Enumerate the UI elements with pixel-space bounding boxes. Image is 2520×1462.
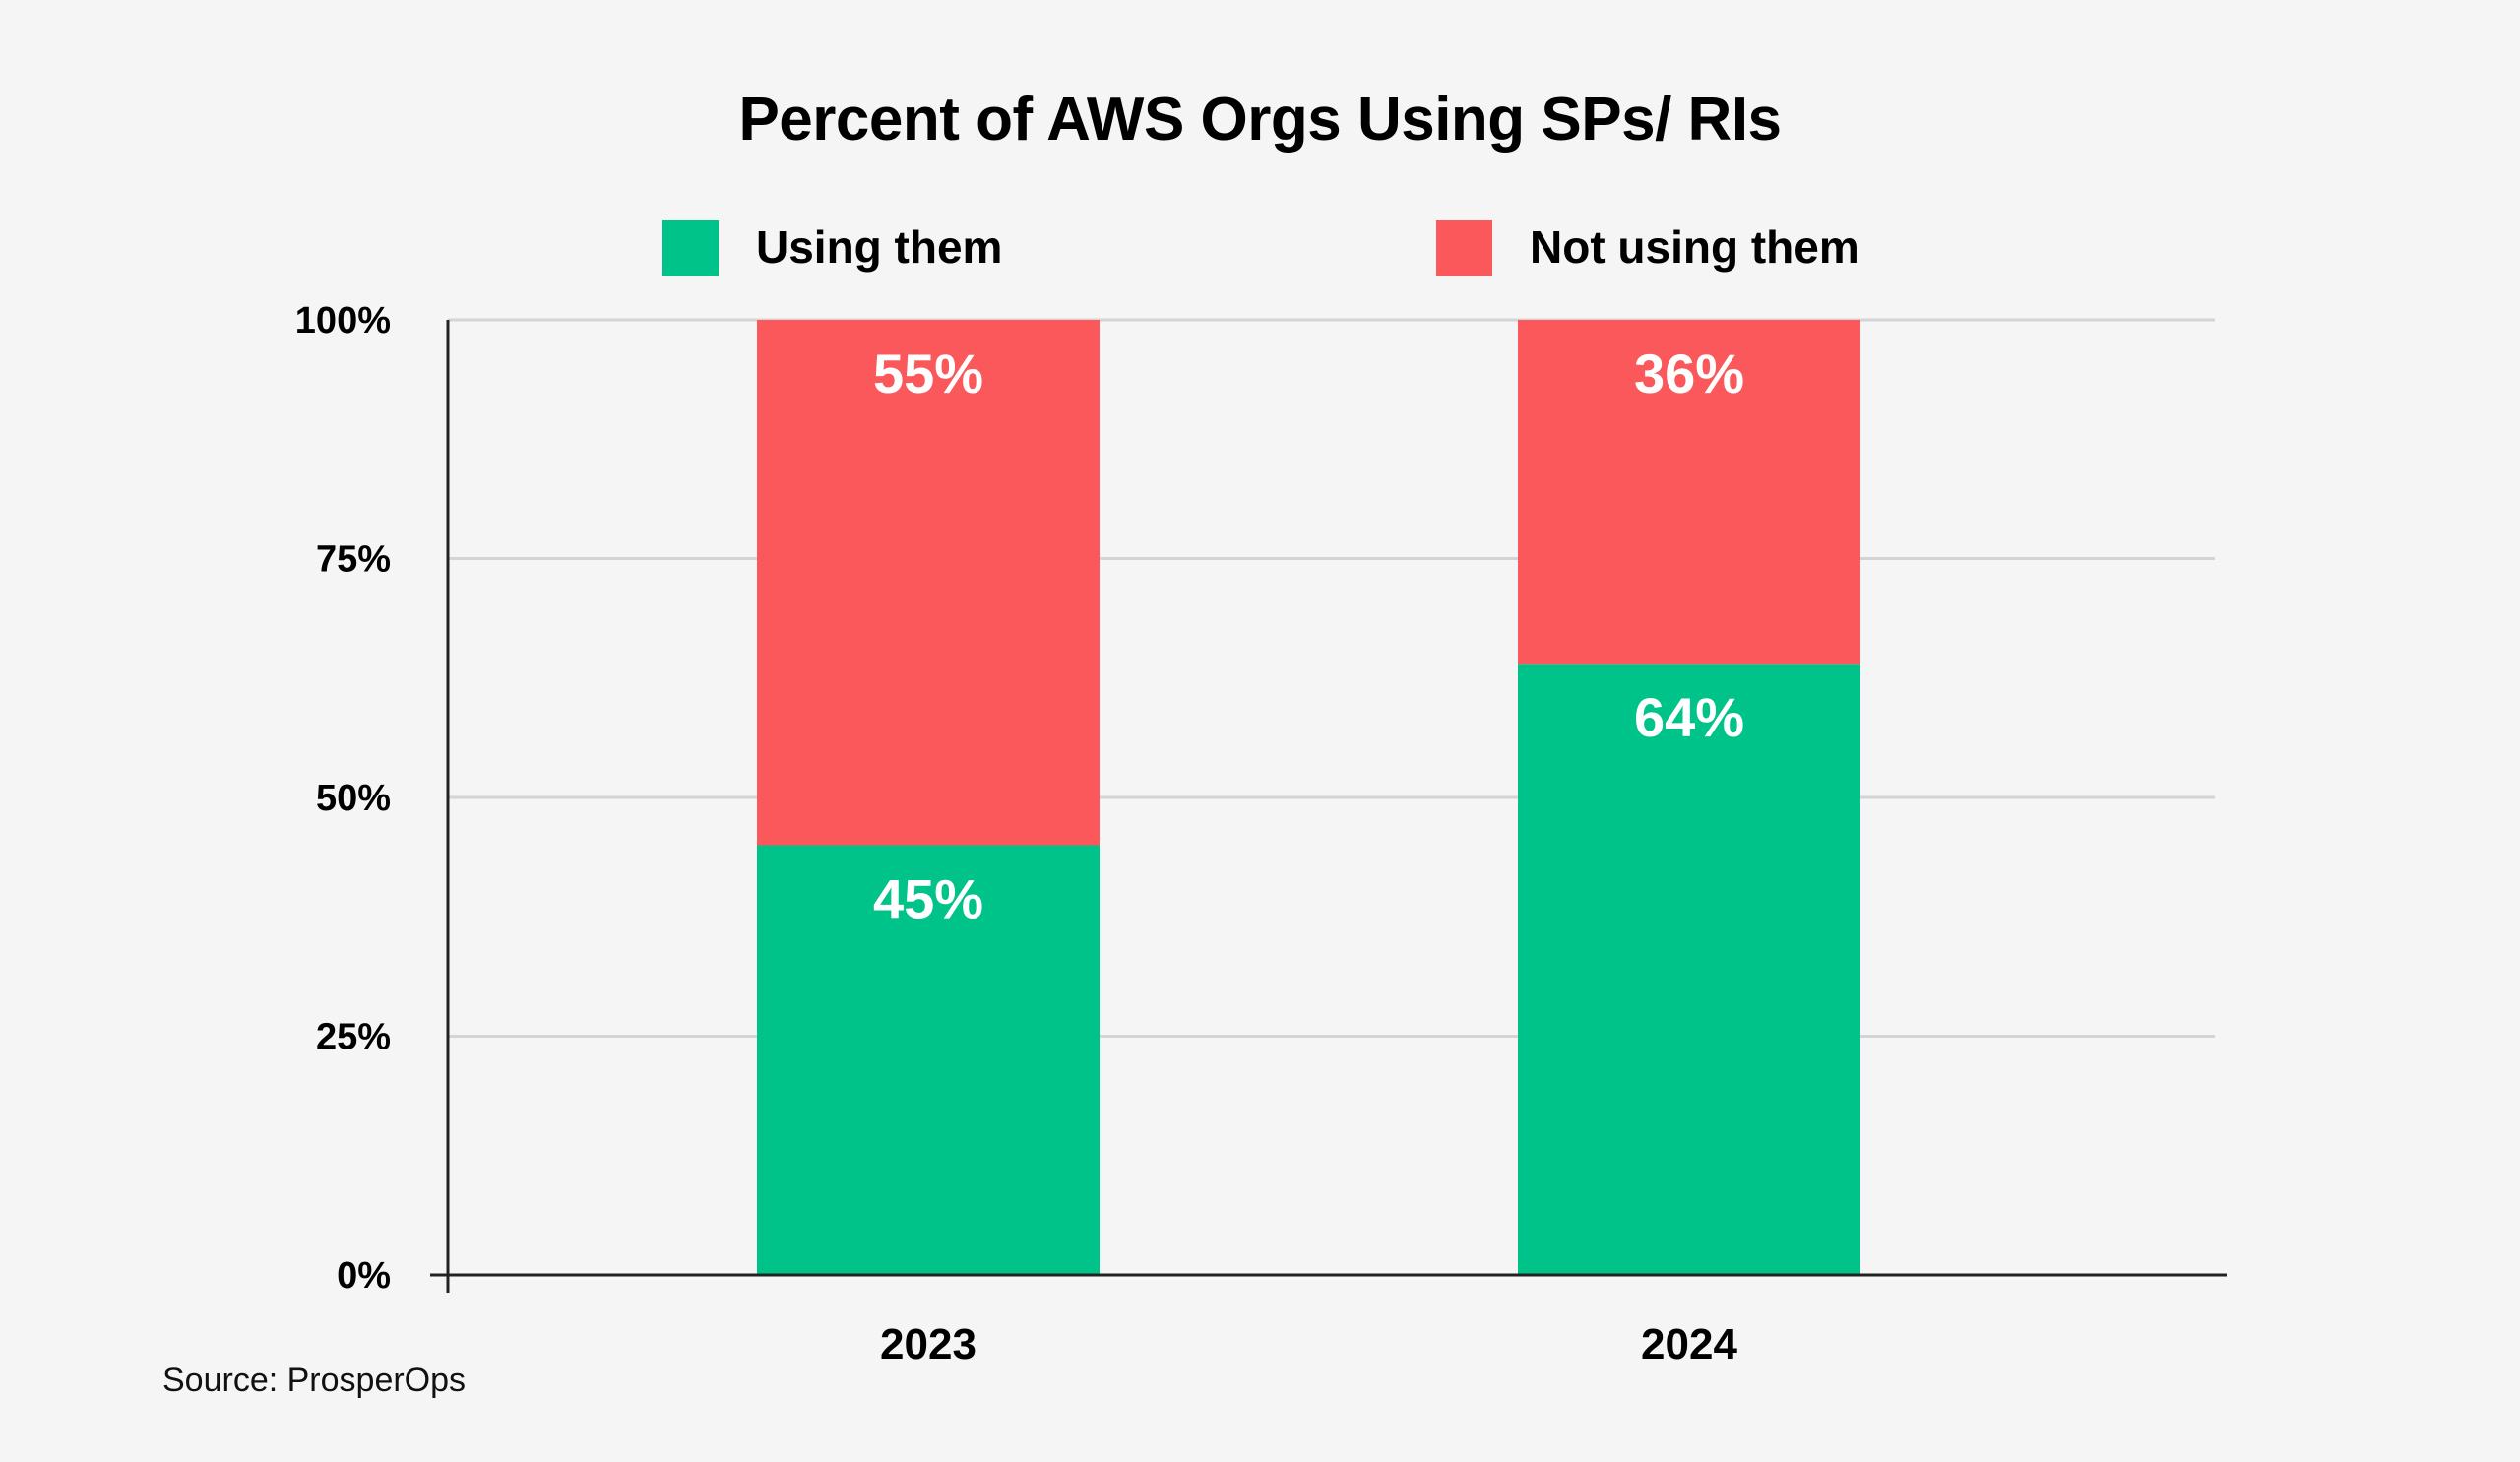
y-tick-label: 0% [337, 1255, 391, 1297]
bar-value-label: 55% [873, 343, 983, 405]
legend-item-using: Using them [662, 219, 1002, 276]
x-tick-label: 2023 [880, 1320, 976, 1368]
chart-title: Percent of AWS Orgs Using SPs/ RIs [738, 86, 1782, 154]
bar-value-label: 36% [1634, 343, 1744, 405]
legend-label-using: Using them [756, 222, 1003, 273]
bar-segment-2024-not-using-them [1518, 320, 1860, 665]
legend-item-not-using: Not using them [1436, 219, 1859, 276]
x-tick-label: 2024 [1641, 1320, 1737, 1368]
y-tick-label: 100% [295, 300, 391, 342]
legend-swatch-not-using [1436, 219, 1492, 276]
bar-segment-2023-not-using-them [757, 320, 1100, 846]
y-tick-label: 75% [316, 540, 391, 581]
bar-value-label: 45% [873, 868, 983, 930]
source-note: Source: ProsperOps [162, 1362, 467, 1399]
bar-segment-2024-using-them [1518, 664, 1860, 1275]
legend-swatch-using [662, 219, 719, 276]
y-tick-label: 50% [316, 778, 391, 819]
bar-segment-2023-using-them [757, 845, 1100, 1275]
legend-label-not-using: Not using them [1530, 222, 1859, 273]
y-tick-label: 25% [316, 1017, 391, 1058]
bar-value-label: 64% [1634, 686, 1744, 748]
